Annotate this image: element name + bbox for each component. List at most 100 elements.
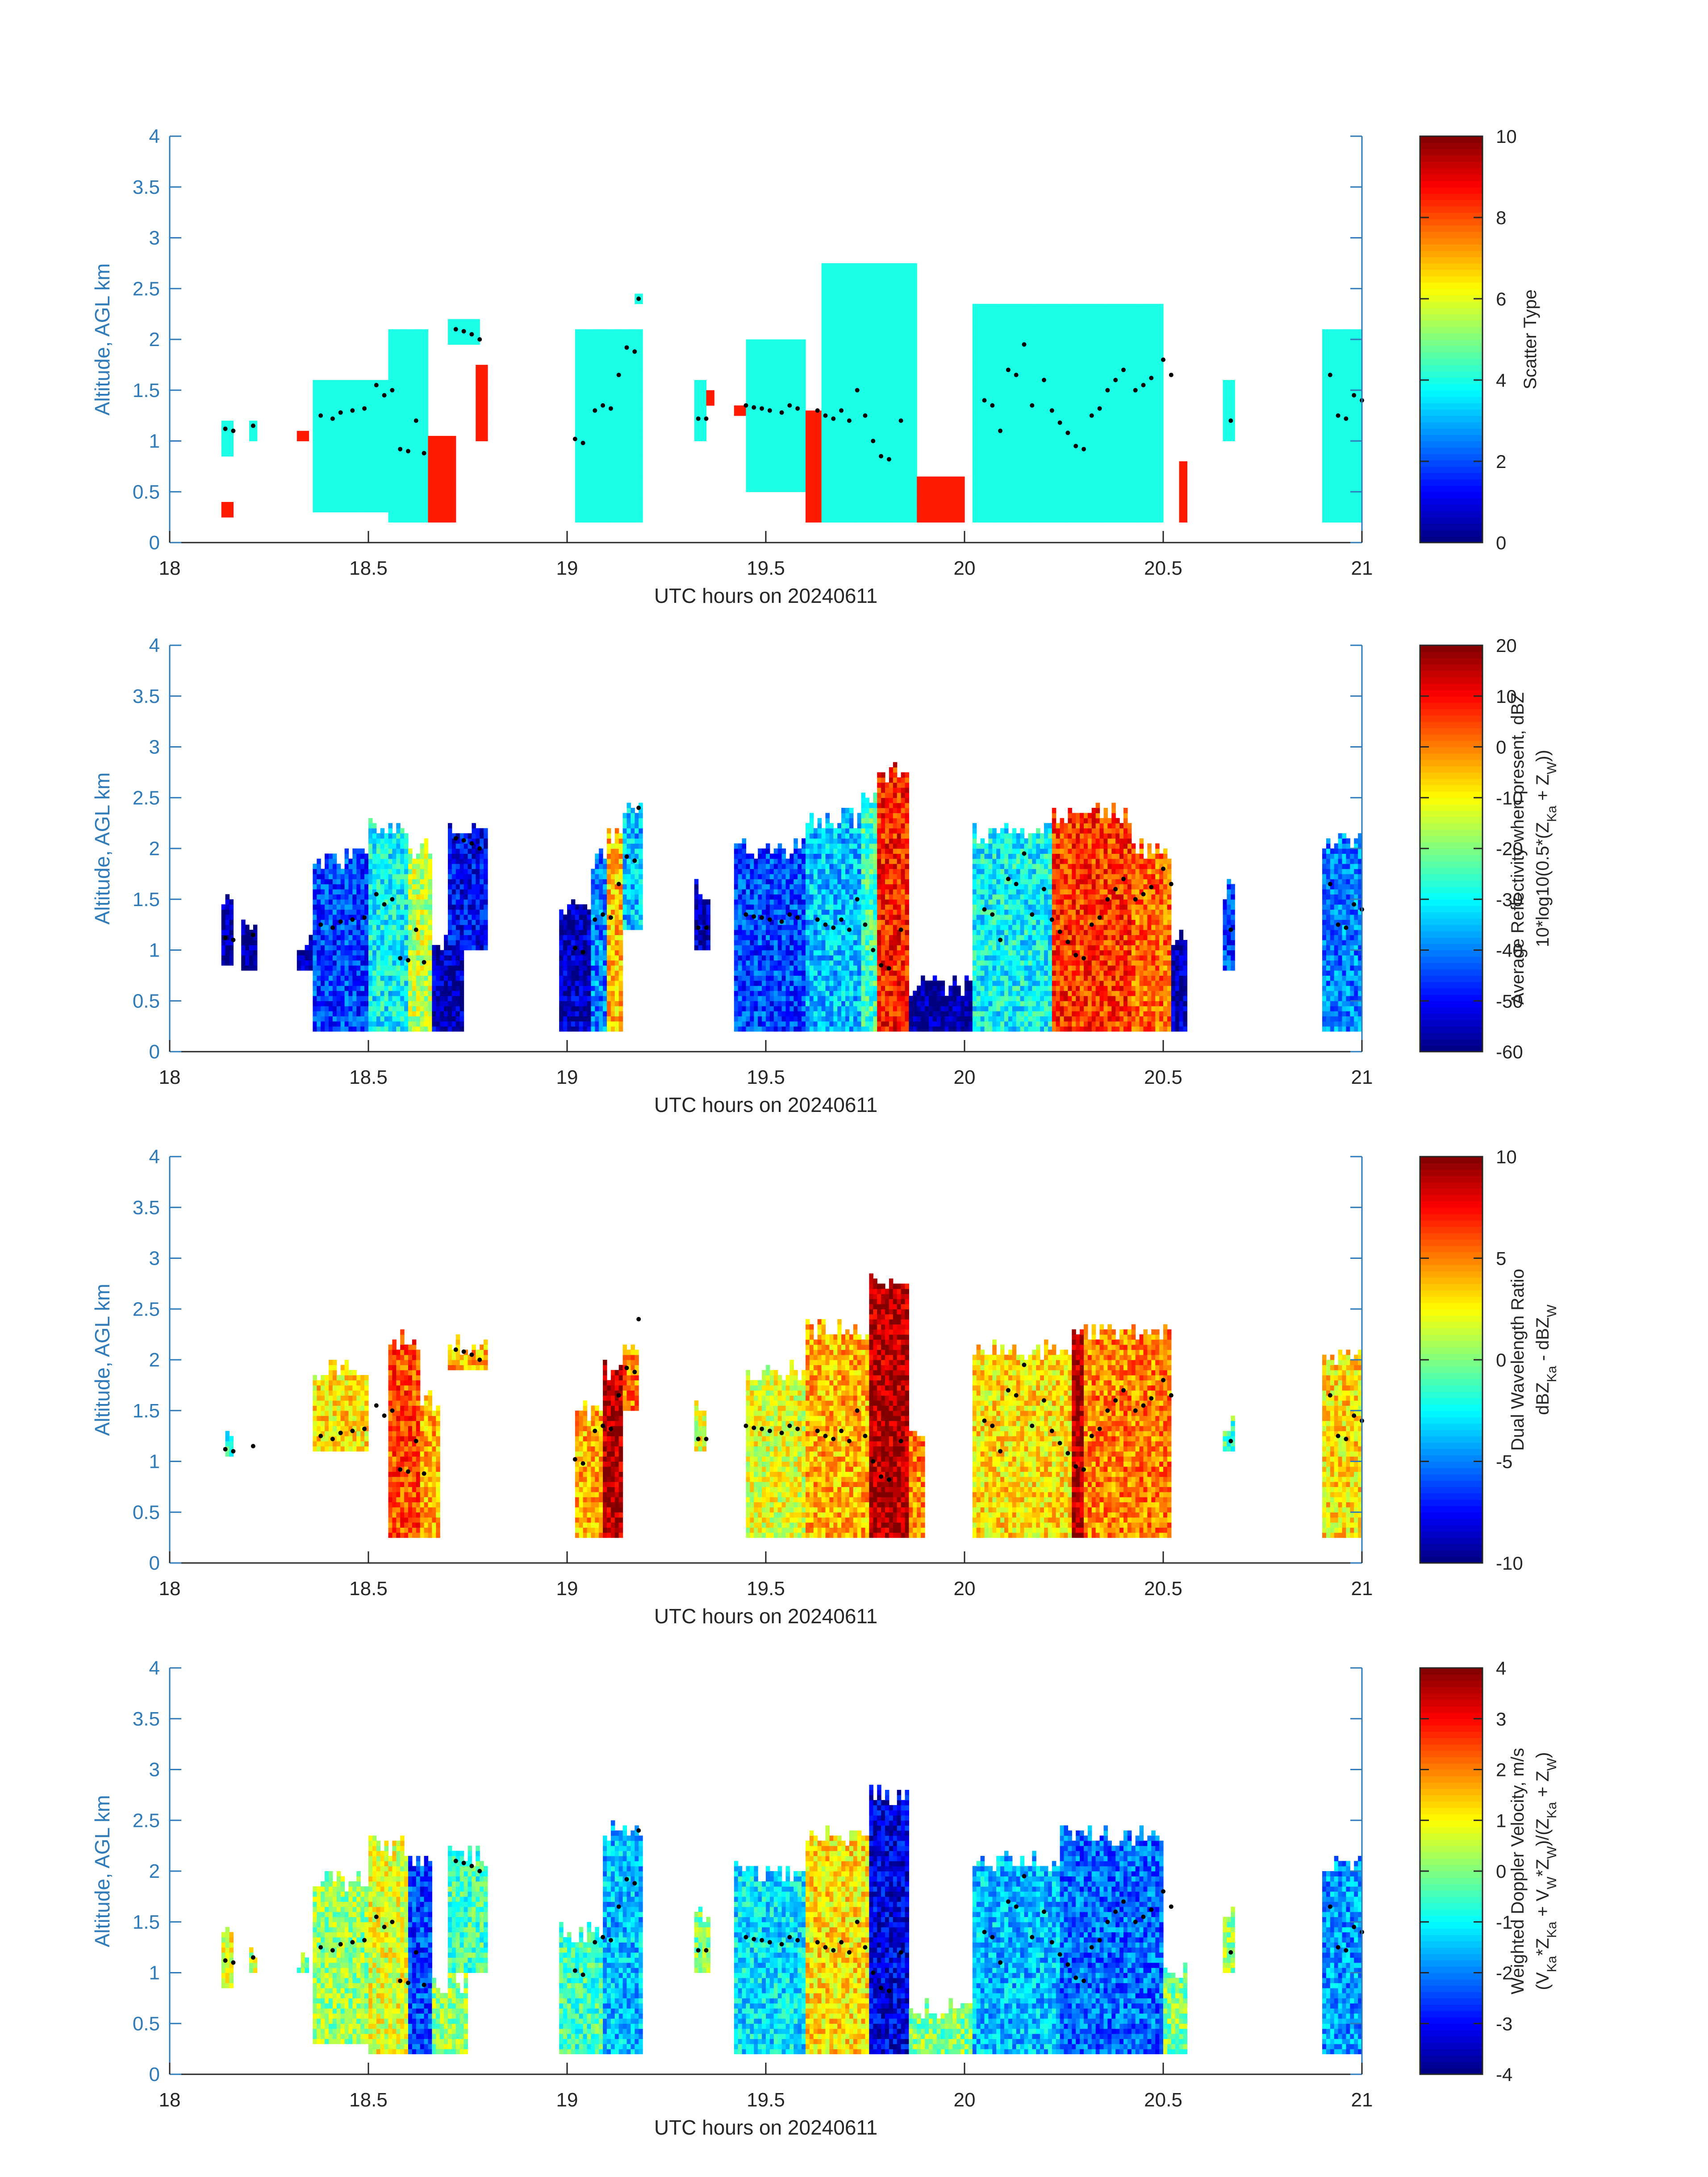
heatmap-cell [1072, 451, 1076, 456]
heatmap-cell [623, 517, 627, 522]
heatmap-cell [360, 401, 365, 406]
heatmap-cell [611, 487, 615, 492]
heatmap-cell [1036, 431, 1040, 436]
heatmap-cell [603, 339, 607, 345]
heatmap-cell [1044, 385, 1048, 390]
heatmap-cell [869, 512, 873, 518]
heatmap-cell [889, 324, 894, 330]
heatmap-cell [857, 299, 862, 304]
heatmap-cell [766, 360, 770, 365]
heatmap-cell [388, 441, 393, 447]
heatmap-cell [599, 466, 603, 472]
heatmap-cell [985, 472, 989, 477]
heatmap-cell [1044, 360, 1048, 365]
heatmap-cell [909, 431, 913, 436]
heatmap-cell [885, 329, 889, 334]
heatmap-cell [885, 405, 889, 411]
heatmap-cell [1008, 502, 1013, 507]
heatmap-cell [973, 395, 977, 401]
heatmap-cell [631, 365, 635, 370]
heatmap-cell [806, 487, 810, 492]
heatmap-cell [1088, 334, 1092, 340]
heatmap-cell [480, 390, 484, 396]
heatmap-cell [619, 334, 623, 340]
heatmap-cell [1064, 517, 1069, 522]
heatmap-cell [754, 441, 758, 447]
heatmap-cell [329, 497, 333, 502]
heatmap-cell [611, 401, 615, 406]
heatmap-cell [822, 487, 826, 492]
heatmap-cell [424, 360, 429, 365]
heatmap-cell [833, 456, 838, 462]
heatmap-cell [1024, 401, 1029, 406]
heatmap-cell [321, 492, 325, 497]
heatmap-cell [841, 339, 846, 345]
heatmap-cell [826, 492, 830, 497]
heatmap-cell [806, 482, 810, 487]
heatmap-cell [849, 492, 854, 497]
heatmap-cell [865, 355, 870, 360]
heatmap-cell [1080, 390, 1084, 396]
heatmap-cell [929, 497, 933, 502]
heatmap-cell [857, 502, 862, 507]
heatmap-cell [901, 502, 906, 507]
heatmap-cell [587, 344, 592, 350]
heatmap-cell [996, 517, 1001, 522]
heatmap-cell [587, 461, 592, 467]
heatmap-cell [869, 370, 873, 375]
heatmap-cell [1020, 410, 1025, 416]
heatmap-cell [889, 431, 894, 436]
heatmap-cell [853, 299, 858, 304]
heatmap-cell [416, 334, 421, 340]
heatmap-cell [913, 385, 917, 390]
heatmap-cell [615, 461, 619, 467]
heatmap-cell [985, 385, 989, 390]
heatmap-cell [893, 421, 898, 426]
heatmap-cell [221, 451, 226, 456]
heatmap-cell [1076, 405, 1080, 411]
heatmap-cell [599, 476, 603, 482]
heatmap-cell [865, 451, 870, 456]
heatmap-cell [833, 395, 838, 401]
heatmap-cell [845, 380, 850, 385]
heatmap-cell [1012, 476, 1017, 482]
heatmap-cell [1032, 472, 1036, 477]
heatmap-cell [810, 461, 814, 467]
heatmap-cell [849, 390, 854, 396]
heatmap-cell [1012, 401, 1017, 406]
heatmap-cell [762, 390, 766, 396]
heatmap-cell [877, 436, 881, 441]
heatmap-cell [380, 507, 385, 512]
heatmap-cell [774, 466, 778, 472]
heatmap-cell [877, 299, 881, 304]
heatmap-cell [889, 375, 894, 380]
heatmap-cell [873, 284, 877, 289]
heatmap-cell [1092, 507, 1096, 512]
heatmap-cell [603, 482, 607, 487]
heatmap-cell [746, 482, 751, 487]
heatmap-cell [1092, 482, 1096, 487]
heatmap-cell [1028, 507, 1032, 512]
heatmap-cell [702, 421, 707, 426]
heatmap-cell [750, 375, 754, 380]
heatmap-cell [583, 370, 588, 375]
heatmap-cell [885, 461, 889, 467]
heatmap-cell [635, 401, 639, 406]
heatmap-cell [337, 426, 341, 431]
heatmap-cell [364, 487, 369, 492]
heatmap-cell [869, 279, 873, 284]
heatmap-cell [778, 461, 782, 467]
heatmap-cell [480, 405, 484, 411]
heatmap-cell [782, 365, 786, 370]
heatmap-cell [1084, 421, 1088, 426]
heatmap-cell [770, 431, 774, 436]
heatmap-cell [1088, 355, 1092, 360]
heatmap-cell [1024, 390, 1029, 396]
heatmap-cell [849, 299, 854, 304]
heatmap-cell [416, 355, 421, 360]
heatmap-cell [1088, 375, 1092, 380]
heatmap-cell [909, 263, 913, 268]
heatmap-cell [603, 466, 607, 472]
heatmap-cell [404, 431, 409, 436]
heatmap-cell [841, 446, 846, 451]
